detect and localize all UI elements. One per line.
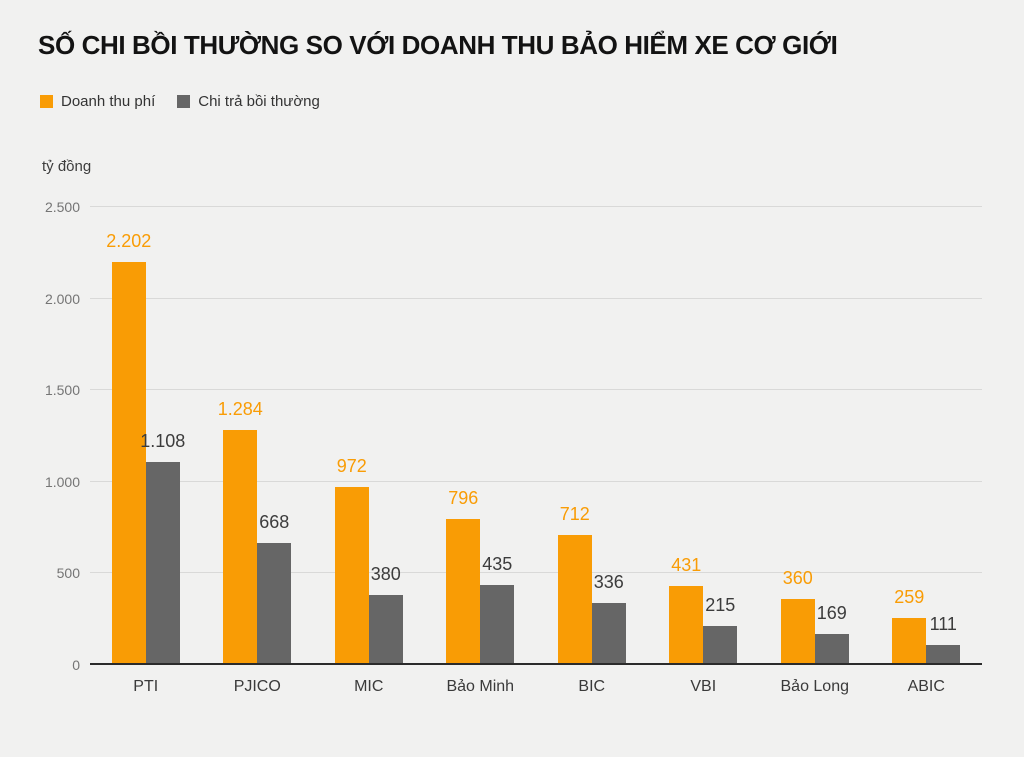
y-tick-label: 1.500 (44, 382, 80, 399)
legend: Doanh thu phí Chi trả bồi thường (40, 93, 320, 110)
bar-value-label: 712 (559, 503, 590, 524)
bar-value-label: 668 (259, 511, 290, 532)
gridline (90, 297, 982, 299)
y-tick-label: 1.000 (44, 473, 80, 490)
legend-label: Doanh thu phí (61, 93, 156, 110)
bar-revenue: 2.202 (106, 232, 151, 665)
x-axis-label: PTI (133, 678, 159, 695)
x-axis-label: Bảo Long (780, 678, 850, 695)
gridline (90, 572, 982, 574)
gridline (90, 206, 982, 207)
bar-claims: 380 (368, 565, 403, 665)
bar-claims: 111 (926, 615, 961, 665)
bar-group-pti: 2.202 1.108 PTI (90, 207, 202, 695)
bar-revenue: 259 (892, 588, 927, 665)
gridline (90, 389, 982, 391)
legend-item-chi-tra-boi-thuong: Chi trả bồi thường (177, 93, 320, 110)
bar-revenue: 1.284 (218, 400, 263, 665)
bar-group-bic: 712 336 BIC (536, 207, 648, 695)
y-tick-label: 2.500 (44, 199, 80, 215)
y-tick-label: 500 (56, 565, 80, 582)
bar-claims: 668 (257, 513, 292, 665)
x-axis-label: BIC (578, 678, 606, 695)
bar-revenue: 360 (780, 569, 815, 665)
bar-value-label: 360 (782, 568, 813, 589)
bar-value-label: 1.108 (140, 431, 186, 452)
bar-value-label: 972 (336, 455, 367, 476)
bar-value-label: 431 (671, 555, 702, 576)
bar-group-pjico: 1.284 668 PJICO (202, 207, 314, 695)
legend-label: Chi trả bồi thường (198, 93, 320, 110)
x-axis-label: Bảo Minh (446, 678, 515, 695)
bar-claims: 215 (703, 596, 738, 665)
bar-groups: 2.202 1.108 PTI 1.284 668 PJICO 972 380 MIC 796 43… (90, 207, 983, 695)
bar-claims: 169 (814, 604, 849, 665)
bar-claims: 336 (591, 573, 626, 665)
bar-claims: 1.108 (140, 432, 185, 665)
x-axis-line (90, 663, 982, 665)
bar-revenue: 796 (446, 489, 481, 665)
legend-swatch-orange-icon (40, 95, 53, 108)
bar-group-vbi: 431 215 VBI (648, 207, 760, 695)
gridline (90, 480, 982, 482)
bar-value-label: 2.202 (106, 230, 152, 251)
legend-item-doanh-thu-phi: Doanh thu phí (40, 93, 155, 110)
x-axis-label: ABIC (907, 678, 945, 695)
bar-value-label: 215 (705, 594, 736, 615)
bar-value-label: 435 (482, 554, 513, 575)
bar-revenue: 431 (669, 556, 704, 665)
y-axis-unit-label: tỷ đồng (42, 158, 92, 175)
y-tick-label: 2.000 (44, 290, 80, 307)
legend-swatch-gray-icon (177, 95, 191, 108)
bar-revenue: 712 (557, 505, 592, 665)
chart-title: SỐ CHI BỒI THƯỜNG SO VỚI DOANH THU BẢO H… (38, 30, 838, 60)
bar-group-abic: 259 111 ABIC (871, 207, 983, 695)
x-axis-label: PJICO (233, 678, 281, 695)
bar-value-label: 111 (929, 613, 957, 634)
bar-group-bảo-long: 360 169 Bảo Long (759, 207, 871, 695)
bar-revenue: 972 (334, 457, 369, 665)
bar-value-label: 336 (593, 572, 624, 593)
bar-value-label: 259 (894, 586, 925, 607)
bar-group-mic: 972 380 MIC (313, 207, 425, 695)
x-axis-label: VBI (690, 678, 717, 695)
bar-value-label: 1.284 (217, 398, 263, 419)
bar-value-label: 796 (448, 488, 479, 509)
bar-value-label: 380 (370, 564, 401, 585)
plot-area: 2.202 1.108 PTI 1.284 668 PJICO 972 380 MIC 796 43… (90, 206, 983, 695)
bar-claims: 435 (480, 555, 515, 665)
x-axis-label: MIC (354, 678, 384, 695)
y-tick-label: 0 (72, 657, 80, 673)
bar-value-label: 169 (816, 603, 847, 624)
bar-group-bảo-minh: 796 435 Bảo Minh (425, 207, 537, 695)
